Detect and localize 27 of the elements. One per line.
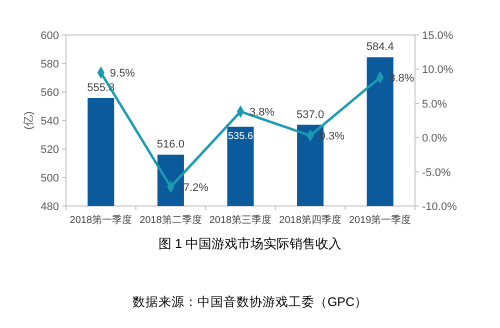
x-tick-label: 2018第一季度 bbox=[70, 214, 132, 226]
y-axis-title: (亿) bbox=[23, 111, 35, 130]
data-label: 516.0 bbox=[156, 138, 184, 151]
y-tick-label: 540 bbox=[40, 116, 59, 128]
y2-tick-label: 15.0% bbox=[422, 30, 454, 42]
y-tick-label: 480 bbox=[40, 201, 59, 213]
text: 图 1 中国游戏市场实际销售收入 bbox=[158, 236, 342, 251]
data-label: 9.5% bbox=[110, 68, 136, 80]
x-tick-label: 2018第三季度 bbox=[209, 214, 272, 226]
y2-tick-label: -10.0% bbox=[422, 201, 458, 213]
y2-tick-label: 5.0% bbox=[422, 98, 448, 110]
x-tick-label: 2019第一季度 bbox=[348, 214, 412, 226]
y-tick-label: 600 bbox=[40, 30, 59, 42]
y2-tick-label: 10.0% bbox=[422, 64, 454, 76]
y-tick-label: 560 bbox=[40, 87, 59, 99]
data-label: 584.4 bbox=[366, 41, 394, 54]
data-label: 537.0 bbox=[296, 108, 324, 121]
data-label: 3.8% bbox=[250, 106, 275, 119]
y2-tick-label: 0.0% bbox=[422, 132, 448, 145]
x-tick-label: 2018第四季度 bbox=[279, 214, 342, 226]
y-tick-label: 520 bbox=[40, 144, 59, 156]
source-note: 数据来源：中国音数协游戏工委（GPC） bbox=[132, 295, 368, 309]
y-tick-label: 580 bbox=[40, 58, 59, 70]
y-tick-label: 500 bbox=[40, 172, 59, 184]
data-label: 535.6 bbox=[228, 130, 254, 142]
y2-tick-label: -5.0% bbox=[422, 166, 451, 179]
x-tick-label: 2018第二季度 bbox=[140, 214, 202, 226]
